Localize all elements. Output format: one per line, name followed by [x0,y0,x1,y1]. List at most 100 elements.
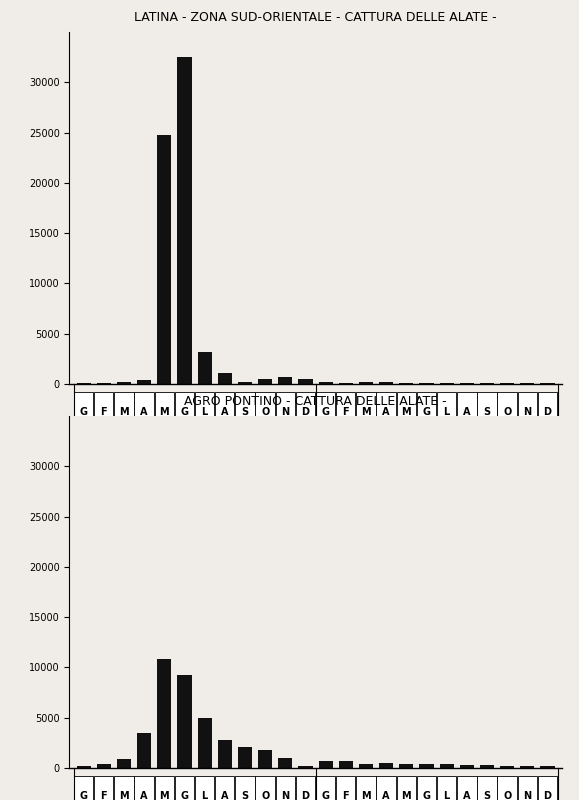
Bar [137,733,151,768]
FancyBboxPatch shape [518,776,537,800]
FancyBboxPatch shape [94,776,113,800]
Text: F: F [101,407,107,417]
Bar [278,758,292,768]
Text: D: D [544,407,552,417]
FancyBboxPatch shape [417,392,436,432]
FancyBboxPatch shape [195,392,214,432]
Text: S: S [241,407,248,417]
FancyBboxPatch shape [316,776,335,800]
Text: S: S [483,791,490,800]
FancyBboxPatch shape [114,392,134,432]
Bar [359,764,373,768]
FancyBboxPatch shape [538,776,557,800]
FancyBboxPatch shape [538,392,557,432]
Text: N: N [523,407,532,417]
Text: 1946: 1946 [423,459,450,470]
Text: G: G [181,791,188,800]
Text: L: L [444,407,450,417]
FancyBboxPatch shape [134,776,154,800]
FancyBboxPatch shape [114,776,134,800]
Bar [117,759,131,768]
Bar [339,383,353,384]
Title: LATINA - ZONA SUD-ORIENTALE - CATTURA DELLE ALATE -: LATINA - ZONA SUD-ORIENTALE - CATTURA DE… [134,11,497,24]
Bar [218,740,232,768]
Text: N: N [281,791,290,800]
Bar [400,383,413,384]
FancyBboxPatch shape [376,776,396,800]
Text: N: N [281,407,290,417]
Text: G: G [79,791,87,800]
Text: A: A [382,407,390,417]
Bar [76,766,91,768]
FancyBboxPatch shape [376,392,396,432]
FancyBboxPatch shape [397,776,416,800]
Text: M: M [159,407,169,417]
Bar [540,766,555,768]
Text: A: A [140,791,148,800]
FancyBboxPatch shape [276,776,295,800]
Text: M: M [401,791,411,800]
FancyBboxPatch shape [316,450,558,479]
FancyBboxPatch shape [417,776,436,800]
Text: G: G [423,407,431,417]
FancyBboxPatch shape [134,392,154,432]
Bar [521,766,534,768]
FancyBboxPatch shape [457,392,477,432]
Bar [177,57,192,384]
Bar [97,764,111,768]
Bar [177,675,192,768]
Text: M: M [119,791,129,800]
FancyBboxPatch shape [437,776,456,800]
Text: D: D [302,407,309,417]
Bar [339,761,353,768]
Bar [439,764,454,768]
Text: M: M [361,407,371,417]
Bar [97,383,111,384]
Text: G: G [322,407,329,417]
Title: AGRO PONTINO - CATTURA DELLE ALATE -: AGRO PONTINO - CATTURA DELLE ALATE - [184,395,447,408]
FancyBboxPatch shape [356,392,376,432]
Bar [218,373,232,384]
Bar [157,134,171,384]
Bar [419,383,434,384]
Bar [500,766,514,768]
Bar [197,352,212,384]
FancyBboxPatch shape [195,776,214,800]
Text: G: G [181,407,188,417]
Text: M: M [401,407,411,417]
FancyBboxPatch shape [155,776,174,800]
Bar [460,765,474,768]
Bar [419,764,434,768]
Bar [238,382,252,384]
Text: N: N [523,791,532,800]
FancyBboxPatch shape [155,392,174,432]
Text: A: A [463,791,471,800]
FancyBboxPatch shape [175,776,194,800]
FancyBboxPatch shape [316,392,335,432]
FancyBboxPatch shape [74,776,93,800]
Bar [318,761,333,768]
Bar [400,764,413,768]
FancyBboxPatch shape [477,392,497,432]
FancyBboxPatch shape [94,392,113,432]
Bar [359,382,373,384]
Bar [278,377,292,384]
Bar [379,382,393,384]
Text: O: O [503,407,511,417]
Text: O: O [261,407,269,417]
FancyBboxPatch shape [215,776,234,800]
Text: D: D [302,791,309,800]
Text: L: L [201,791,208,800]
FancyBboxPatch shape [74,392,93,432]
Text: L: L [444,791,450,800]
Text: G: G [79,407,87,417]
Text: A: A [221,791,229,800]
FancyBboxPatch shape [518,392,537,432]
Text: A: A [140,407,148,417]
FancyBboxPatch shape [175,392,194,432]
FancyBboxPatch shape [74,450,316,479]
Text: S: S [483,407,490,417]
Bar [117,382,131,384]
Text: M: M [361,791,371,800]
Text: G: G [423,791,431,800]
